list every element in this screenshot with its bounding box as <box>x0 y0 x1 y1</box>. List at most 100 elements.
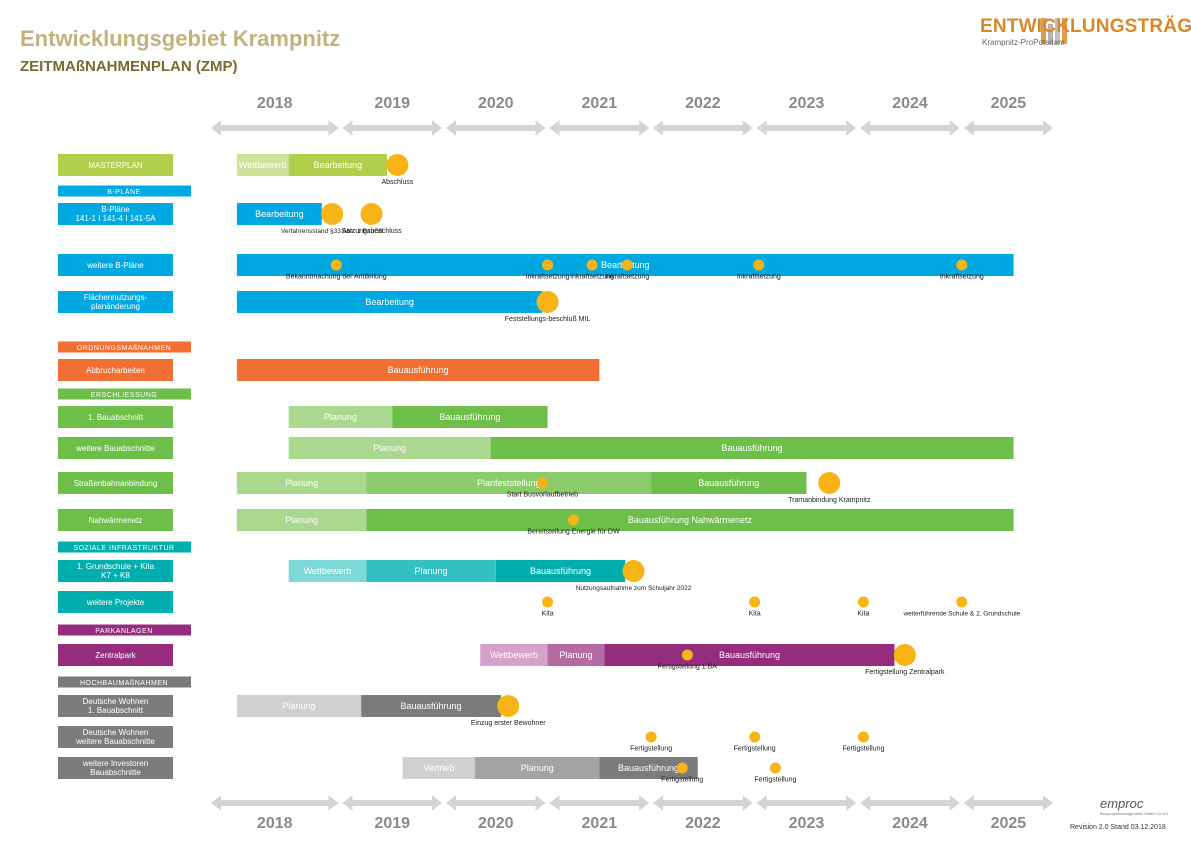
milestone-marker <box>586 259 598 271</box>
gantt-bar-label: Bearbeitung <box>255 209 304 219</box>
milestone-marker <box>645 731 657 743</box>
milestone-label: Feststellungs-beschluß MIL <box>505 316 591 323</box>
gantt-bar <box>236 359 600 381</box>
gantt-bar <box>475 757 600 779</box>
row-label: weitere Investoren <box>82 759 148 768</box>
year-arrow <box>342 120 443 136</box>
logo-subtitle: Krampnitz-ProPotsdam <box>982 38 1065 47</box>
year-arrow <box>549 120 650 136</box>
gantt-bar <box>651 472 807 494</box>
year-label: 2020 <box>478 815 514 832</box>
gantt-bar-label: Bauausführung <box>722 443 783 453</box>
milestone-label: Abschluss <box>381 179 413 186</box>
gantt-bar-label: Bauausführung <box>439 412 500 422</box>
year-label: 2022 <box>685 95 721 112</box>
page-subtitle: ZEITMAßNAHMENPLAN (ZMP) <box>20 58 238 75</box>
year-label: 2021 <box>582 815 618 832</box>
milestone-label: Inkraftsetzung <box>737 274 781 281</box>
milestone-marker <box>753 259 765 271</box>
row-label-box <box>58 644 173 666</box>
gantt-bar <box>480 644 548 666</box>
row-label: B-Pläne <box>101 205 130 214</box>
row-label-box <box>58 472 173 494</box>
gantt-bar <box>288 406 393 428</box>
year-label: 2024 <box>892 95 928 112</box>
row-label-box <box>58 203 173 225</box>
milestone-marker <box>386 154 409 176</box>
row-label: Deutsche Wohnen <box>83 697 149 706</box>
year-label: 2018 <box>257 815 293 832</box>
year-arrow <box>860 120 960 136</box>
year-label: 2023 <box>789 815 825 832</box>
logo-title: ENTWICKLUNGSTRÄGER <box>980 16 1191 37</box>
milestone-label: Verfahrensstand §33 Abs. 1 BauGB <box>281 228 384 235</box>
row-label: Straßenbahnanbindung <box>74 479 158 488</box>
year-label: 2022 <box>685 815 721 832</box>
milestone-marker <box>330 259 342 271</box>
row-label: 1. Bauabschnitt <box>88 413 144 422</box>
gantt-bar <box>392 406 548 428</box>
milestone-marker <box>749 731 761 743</box>
row-label: K7 + K8 <box>101 571 130 580</box>
gantt-bar <box>490 437 1014 459</box>
section-header-label: SOZIALE INFRASTRUKTUR <box>73 545 174 552</box>
row-label: Bauabschnitte <box>90 768 141 777</box>
year-label: 2023 <box>789 95 825 112</box>
section-header <box>58 185 191 197</box>
year-arrow <box>860 795 960 811</box>
row-label: 1. Grundschule + Kita <box>77 562 155 571</box>
row-label-box <box>58 591 173 613</box>
page-title: Entwicklungsgebiet Krampnitz <box>20 26 341 51</box>
year-label: 2019 <box>374 95 410 112</box>
row-label-box <box>58 509 173 531</box>
gantt-bar <box>604 644 895 666</box>
gantt-bar-label: Planfeststellung <box>477 478 541 488</box>
milestone-marker <box>542 259 554 271</box>
row-label: weitere B-Pläne <box>86 261 144 270</box>
gantt-bar-label: Planung <box>285 478 318 488</box>
row-label: Abbrucharbeiten <box>86 366 145 375</box>
row-label-box <box>58 154 173 176</box>
year-label: 2020 <box>478 95 514 112</box>
year-arrow <box>653 795 753 811</box>
year-label: 2025 <box>991 95 1027 112</box>
gantt-bar <box>236 203 322 225</box>
year-arrow <box>211 795 339 811</box>
gantt-bar-label: Bauausführung <box>618 763 679 773</box>
milestone-label: Tramanbindung Krampnitz <box>788 497 871 504</box>
gantt-bar <box>361 695 501 717</box>
year-arrow <box>446 120 546 136</box>
gantt-bar-label: Bearbeitung <box>365 297 414 307</box>
section-header <box>58 541 191 553</box>
milestone-marker <box>676 762 688 774</box>
row-label: MASTERPLAN <box>88 161 142 170</box>
gantt-bar-label: Bauausführung <box>388 365 449 375</box>
section-header <box>58 341 191 353</box>
gantt-bar <box>366 560 496 582</box>
year-label: 2024 <box>892 815 928 832</box>
gantt-bar-label: Vertrieb <box>423 763 454 773</box>
milestone-marker <box>769 762 781 774</box>
milestone-marker <box>681 649 693 661</box>
row-label: weitere Bauabschnitte <box>75 444 155 453</box>
row-label-box <box>58 254 173 276</box>
gantt-bar-label: Bauausführung <box>719 650 780 660</box>
gantt-bar-label: Bauausführung <box>698 478 759 488</box>
milestone-marker <box>621 259 633 271</box>
milestone-marker <box>818 472 841 494</box>
gantt-bar-label: Planung <box>283 701 316 711</box>
milestone-marker <box>956 259 968 271</box>
gantt-bar <box>366 472 652 494</box>
milestone-marker <box>749 596 761 608</box>
row-label: Zentralpark <box>95 651 136 660</box>
milestone-label: Einzug erster Bewohner <box>471 720 546 727</box>
milestone-label: Inkraftsetzung <box>605 274 649 281</box>
gantt-bar-label: Bauausführung Nahwärmenetz <box>628 515 753 525</box>
logo-bar-icon <box>1048 24 1053 44</box>
logo-bar-icon <box>1055 18 1060 44</box>
milestone-label: Fertigstellung <box>661 777 703 784</box>
year-label: 2019 <box>374 815 410 832</box>
year-label: 2025 <box>991 815 1027 832</box>
logo <box>1041 18 1067 44</box>
milestone-label: Inkraftsetzung <box>526 274 570 281</box>
